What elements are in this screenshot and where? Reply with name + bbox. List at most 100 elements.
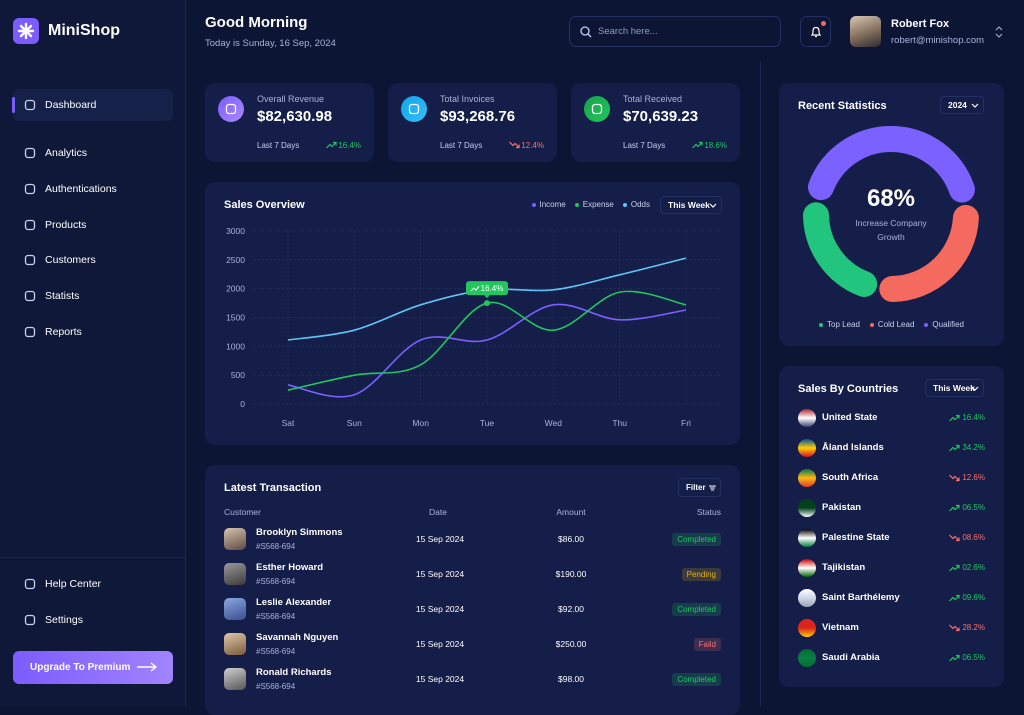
icon	[24, 219, 36, 231]
legend-item: Income	[531, 200, 566, 209]
trend-line	[509, 141, 520, 148]
nav-item[interactable]: Authentications	[13, 173, 173, 205]
trend-head	[956, 537, 960, 542]
trend-icon	[949, 474, 960, 482]
status-label: Completed	[677, 675, 716, 684]
chevron-line	[971, 386, 979, 391]
icon	[24, 147, 36, 159]
stat-change: 18.6%	[704, 141, 727, 150]
countries-card: Sales By Countries This Week United State 1…	[779, 366, 1004, 687]
country-change: 08.6%	[962, 533, 985, 542]
icon	[24, 99, 36, 111]
dropdown[interactable]: 2024	[940, 96, 984, 114]
logo-glyph	[17, 22, 35, 40]
country-name: Palestine State	[822, 532, 890, 543]
legend-item: Cold Lead	[869, 320, 914, 329]
bell-button[interactable]	[800, 16, 831, 47]
legend-swatch	[531, 202, 536, 207]
dropdown-label: This Week	[933, 383, 975, 393]
country-change: 12.6%	[962, 473, 985, 482]
annotation-pointer	[484, 295, 490, 299]
customer-avatar	[224, 633, 246, 655]
country-name: Tajikistan	[822, 562, 866, 573]
country-change: 16.4%	[962, 413, 985, 422]
customer-avatar	[224, 668, 246, 690]
stat-icon	[584, 96, 610, 122]
customer-id: #S568-694	[256, 682, 296, 691]
y-tick-label: 1500	[226, 313, 245, 323]
trend-icon	[949, 624, 960, 632]
logo-stroke	[19, 24, 33, 38]
status-badge: Completed	[672, 533, 721, 546]
line-series	[287, 303, 687, 398]
country-name: Saint Barthélemy	[822, 592, 900, 603]
donut-chart	[803, 126, 979, 302]
country-flag	[798, 409, 816, 427]
trend-line	[692, 142, 703, 149]
column-header: Status	[696, 507, 721, 517]
trend-head	[956, 444, 960, 449]
icon	[24, 326, 36, 338]
country-flag	[798, 469, 816, 487]
y-tick-label: 2000	[226, 284, 245, 294]
nav-item[interactable]: Help Center	[13, 568, 173, 600]
trend-head	[956, 504, 960, 509]
legend-label: Expense	[582, 200, 614, 209]
nav-item[interactable]: Reports	[13, 316, 173, 348]
legend-label: Odds	[630, 200, 650, 209]
chevron	[971, 386, 979, 391]
filter-button[interactable]: Filter	[678, 478, 721, 497]
trend-head	[516, 144, 520, 149]
trend-icon	[326, 141, 337, 149]
nav-label: Analytics	[45, 147, 88, 159]
stat-card: Overall Revenue $82,630.98 Last 7 Days 16.4…	[205, 83, 374, 162]
stat-value: $70,639.23	[623, 108, 699, 125]
dropdown-label: 2024	[948, 100, 967, 110]
x-tick-label: Thu	[612, 418, 627, 428]
icon	[24, 290, 36, 302]
statistics-title: Recent Statistics	[798, 100, 887, 112]
nav-item[interactable]: Settings	[13, 604, 173, 636]
legend-label: Top Lead	[827, 320, 860, 329]
chevron	[971, 103, 979, 108]
nav-item[interactable]: Products	[13, 209, 173, 241]
statistics-card: Recent Statistics 2024 68% Increase Company…	[779, 83, 1004, 346]
dropdown[interactable]: This Week	[660, 196, 722, 214]
arrow-icon	[137, 662, 158, 672]
dropdown-label: This Week	[668, 200, 710, 210]
donut-segment	[803, 202, 878, 298]
trend-line	[949, 624, 960, 631]
vertical-divider	[760, 62, 761, 706]
annotation-dot	[484, 300, 490, 307]
icon-shape	[591, 103, 603, 115]
trend-icon	[949, 654, 960, 662]
trend-head	[956, 414, 960, 419]
trend-line	[326, 142, 337, 149]
x-tick-label: Tue	[480, 418, 495, 428]
bell-dot	[821, 21, 826, 26]
customer-id: #S568-694	[256, 542, 296, 551]
customer-avatar	[224, 598, 246, 620]
nav-item[interactable]: Analytics	[13, 137, 173, 169]
legend-swatch	[819, 322, 823, 327]
avatar[interactable]	[850, 16, 881, 47]
stat-label: Overall Revenue	[257, 94, 325, 104]
stat-period: Last 7 Days	[440, 141, 483, 150]
upgrade-button[interactable]: Upgrade To Premium	[13, 651, 173, 684]
nav-item[interactable]: Dashboard	[12, 89, 173, 121]
search-box[interactable]: Search here...	[569, 16, 781, 47]
donut-segment	[879, 204, 979, 302]
dropdown[interactable]: This Week	[925, 379, 984, 397]
chevron-line	[709, 203, 717, 208]
trend-icon	[949, 564, 960, 572]
trend-icon	[692, 141, 703, 149]
country-flag	[798, 619, 816, 637]
icon-shape	[24, 99, 36, 111]
stat-label: Total Invoices	[440, 94, 495, 104]
filter-label: Filter	[686, 483, 706, 492]
status-badge: Completed	[672, 673, 721, 686]
trend-head	[956, 594, 960, 599]
nav-item[interactable]: Statists	[13, 280, 173, 312]
nav-item[interactable]: Customers	[13, 244, 173, 276]
stat-label: Total Received	[623, 94, 683, 104]
